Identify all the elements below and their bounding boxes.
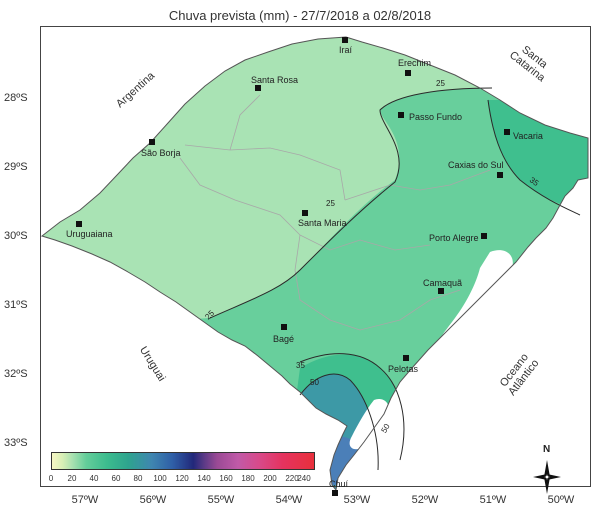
legend-tick: 0	[48, 474, 54, 483]
city-marker	[76, 221, 82, 227]
city-santa-maria: Santa Maria	[298, 218, 347, 228]
legend-tick: 40	[89, 474, 99, 483]
lon-label: 50ºW	[547, 494, 575, 506]
lon-label: 51ºW	[479, 494, 507, 506]
city-santa-rosa: Santa Rosa	[251, 75, 299, 85]
city-marker	[438, 288, 444, 294]
city-chui: Chuí	[329, 479, 349, 489]
city-bage: Bagé	[273, 334, 295, 344]
city-marker	[302, 210, 308, 216]
city-marker	[481, 233, 487, 239]
city-vacaria: Vacaria	[513, 131, 543, 141]
compass-north-label: N	[543, 444, 551, 455]
legend-tick: 120	[175, 474, 189, 483]
lagoons	[349, 250, 513, 450]
lat-label: 30ºS	[4, 230, 28, 242]
legend-tick: 160	[219, 474, 233, 483]
city-marker	[497, 172, 503, 178]
contour-label: 35	[296, 361, 305, 370]
city-camaqua: Camaquã	[423, 278, 463, 288]
city-caxias-do-sul: Caxias do Sul	[448, 160, 504, 170]
lon-label: 56ºW	[139, 494, 167, 506]
legend-tick: 20	[67, 474, 77, 483]
lon-label: 57ºW	[71, 494, 99, 506]
city-marker	[342, 37, 348, 43]
state-outline	[40, 36, 589, 492]
city-pelotas: Pelotas	[388, 364, 419, 374]
lon-label: 54ºW	[275, 494, 303, 506]
city-marker	[332, 490, 338, 496]
city-irai: Iraí	[339, 45, 353, 55]
map-title: Chuva prevista (mm) - 27/7/2018 a 02/8/2…	[168, 8, 432, 23]
lon-label: 52ºW	[411, 494, 439, 506]
legend-tick: 80	[133, 474, 143, 483]
lat-label: 28ºS	[4, 92, 28, 104]
city-marker	[403, 355, 409, 361]
lon-label: 53ºW	[343, 494, 371, 506]
legend-tick: 220	[285, 474, 299, 483]
map-frame	[40, 26, 591, 487]
lat-label: 32ºS	[4, 368, 28, 380]
legend-tick: 200	[263, 474, 277, 483]
lat-label: 29ºS	[4, 161, 28, 173]
city-marker	[405, 70, 411, 76]
city-marker	[398, 112, 404, 118]
city-passo-fundo: Passo Fundo	[409, 112, 463, 122]
lat-label: 33ºS	[4, 437, 28, 449]
contour-lines	[209, 87, 581, 471]
legend-tick: 180	[241, 474, 255, 483]
city-sao-borja: São Borja	[141, 148, 181, 158]
city-marker	[149, 139, 155, 145]
city-erechim: Erechim	[398, 58, 432, 68]
city-marker	[255, 85, 261, 91]
lat-label: 31ºS	[4, 299, 28, 311]
lon-label: 55ºW	[207, 494, 235, 506]
contour-label: 50	[310, 378, 319, 387]
city-marker	[281, 324, 287, 330]
legend-tick: 240	[297, 474, 311, 483]
legend-tick: 60	[111, 474, 121, 483]
legend-tick: 100	[153, 474, 167, 483]
contour-label: 25	[326, 199, 335, 208]
city-porto-alegre: Porto Alegre	[429, 233, 479, 243]
city-marker	[504, 129, 510, 135]
legend-tick: 140	[197, 474, 211, 483]
region-borders	[179, 94, 491, 331]
color-scale-bar	[51, 452, 315, 470]
city-uruguaiana: Uruguaiana	[66, 229, 113, 239]
contour-label: 25	[436, 79, 445, 88]
